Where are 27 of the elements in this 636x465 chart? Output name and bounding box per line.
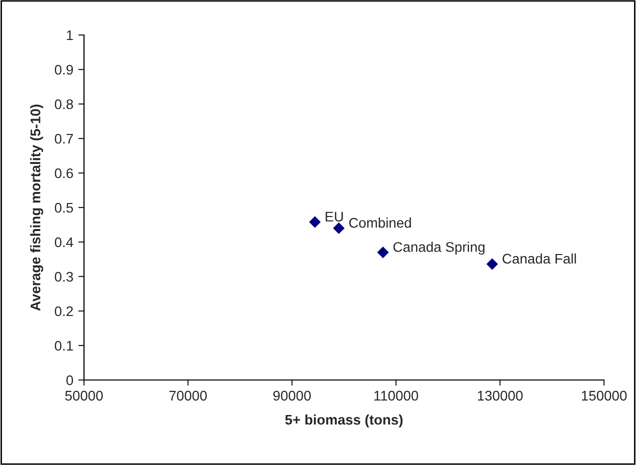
x-axis-title: 5+ biomass (tons)	[285, 414, 403, 428]
annotation: Canada Spring	[393, 242, 484, 255]
x-tick-label: 150000	[582, 390, 627, 401]
point	[309, 216, 321, 228]
y-tick-label: 0.1	[54, 340, 73, 351]
point	[486, 258, 498, 270]
y-tick-label: 0.9	[54, 64, 73, 75]
x-tick-label: 90000	[273, 390, 311, 401]
x-tick-label: 110000	[374, 390, 418, 401]
y-tick-label: 1	[66, 30, 73, 40]
point	[333, 222, 344, 234]
annotation: EU	[326, 212, 343, 222]
x-tick-label: 130000	[478, 390, 523, 401]
y-tick-label: 0.6	[54, 168, 73, 178]
annotation: Combined	[349, 218, 411, 228]
y-tick-label: 0.3	[54, 272, 73, 282]
y-tick-label: 0.2	[54, 306, 73, 316]
x-tick-label: 50000	[65, 390, 103, 401]
point	[377, 246, 389, 258]
y-tick-label: 0.7	[54, 134, 73, 144]
annotation: Canada Fall	[502, 253, 576, 264]
y-tick-label: 0.5	[54, 202, 74, 213]
y-tick-label: 0.4	[54, 237, 74, 248]
y-tick-label: 0	[66, 375, 74, 386]
x-tick-label: 70000	[169, 390, 207, 401]
y-axis-title: Average fishing mortality (5-10)	[30, 104, 44, 311]
y-tick-label: 0.8	[54, 99, 73, 110]
